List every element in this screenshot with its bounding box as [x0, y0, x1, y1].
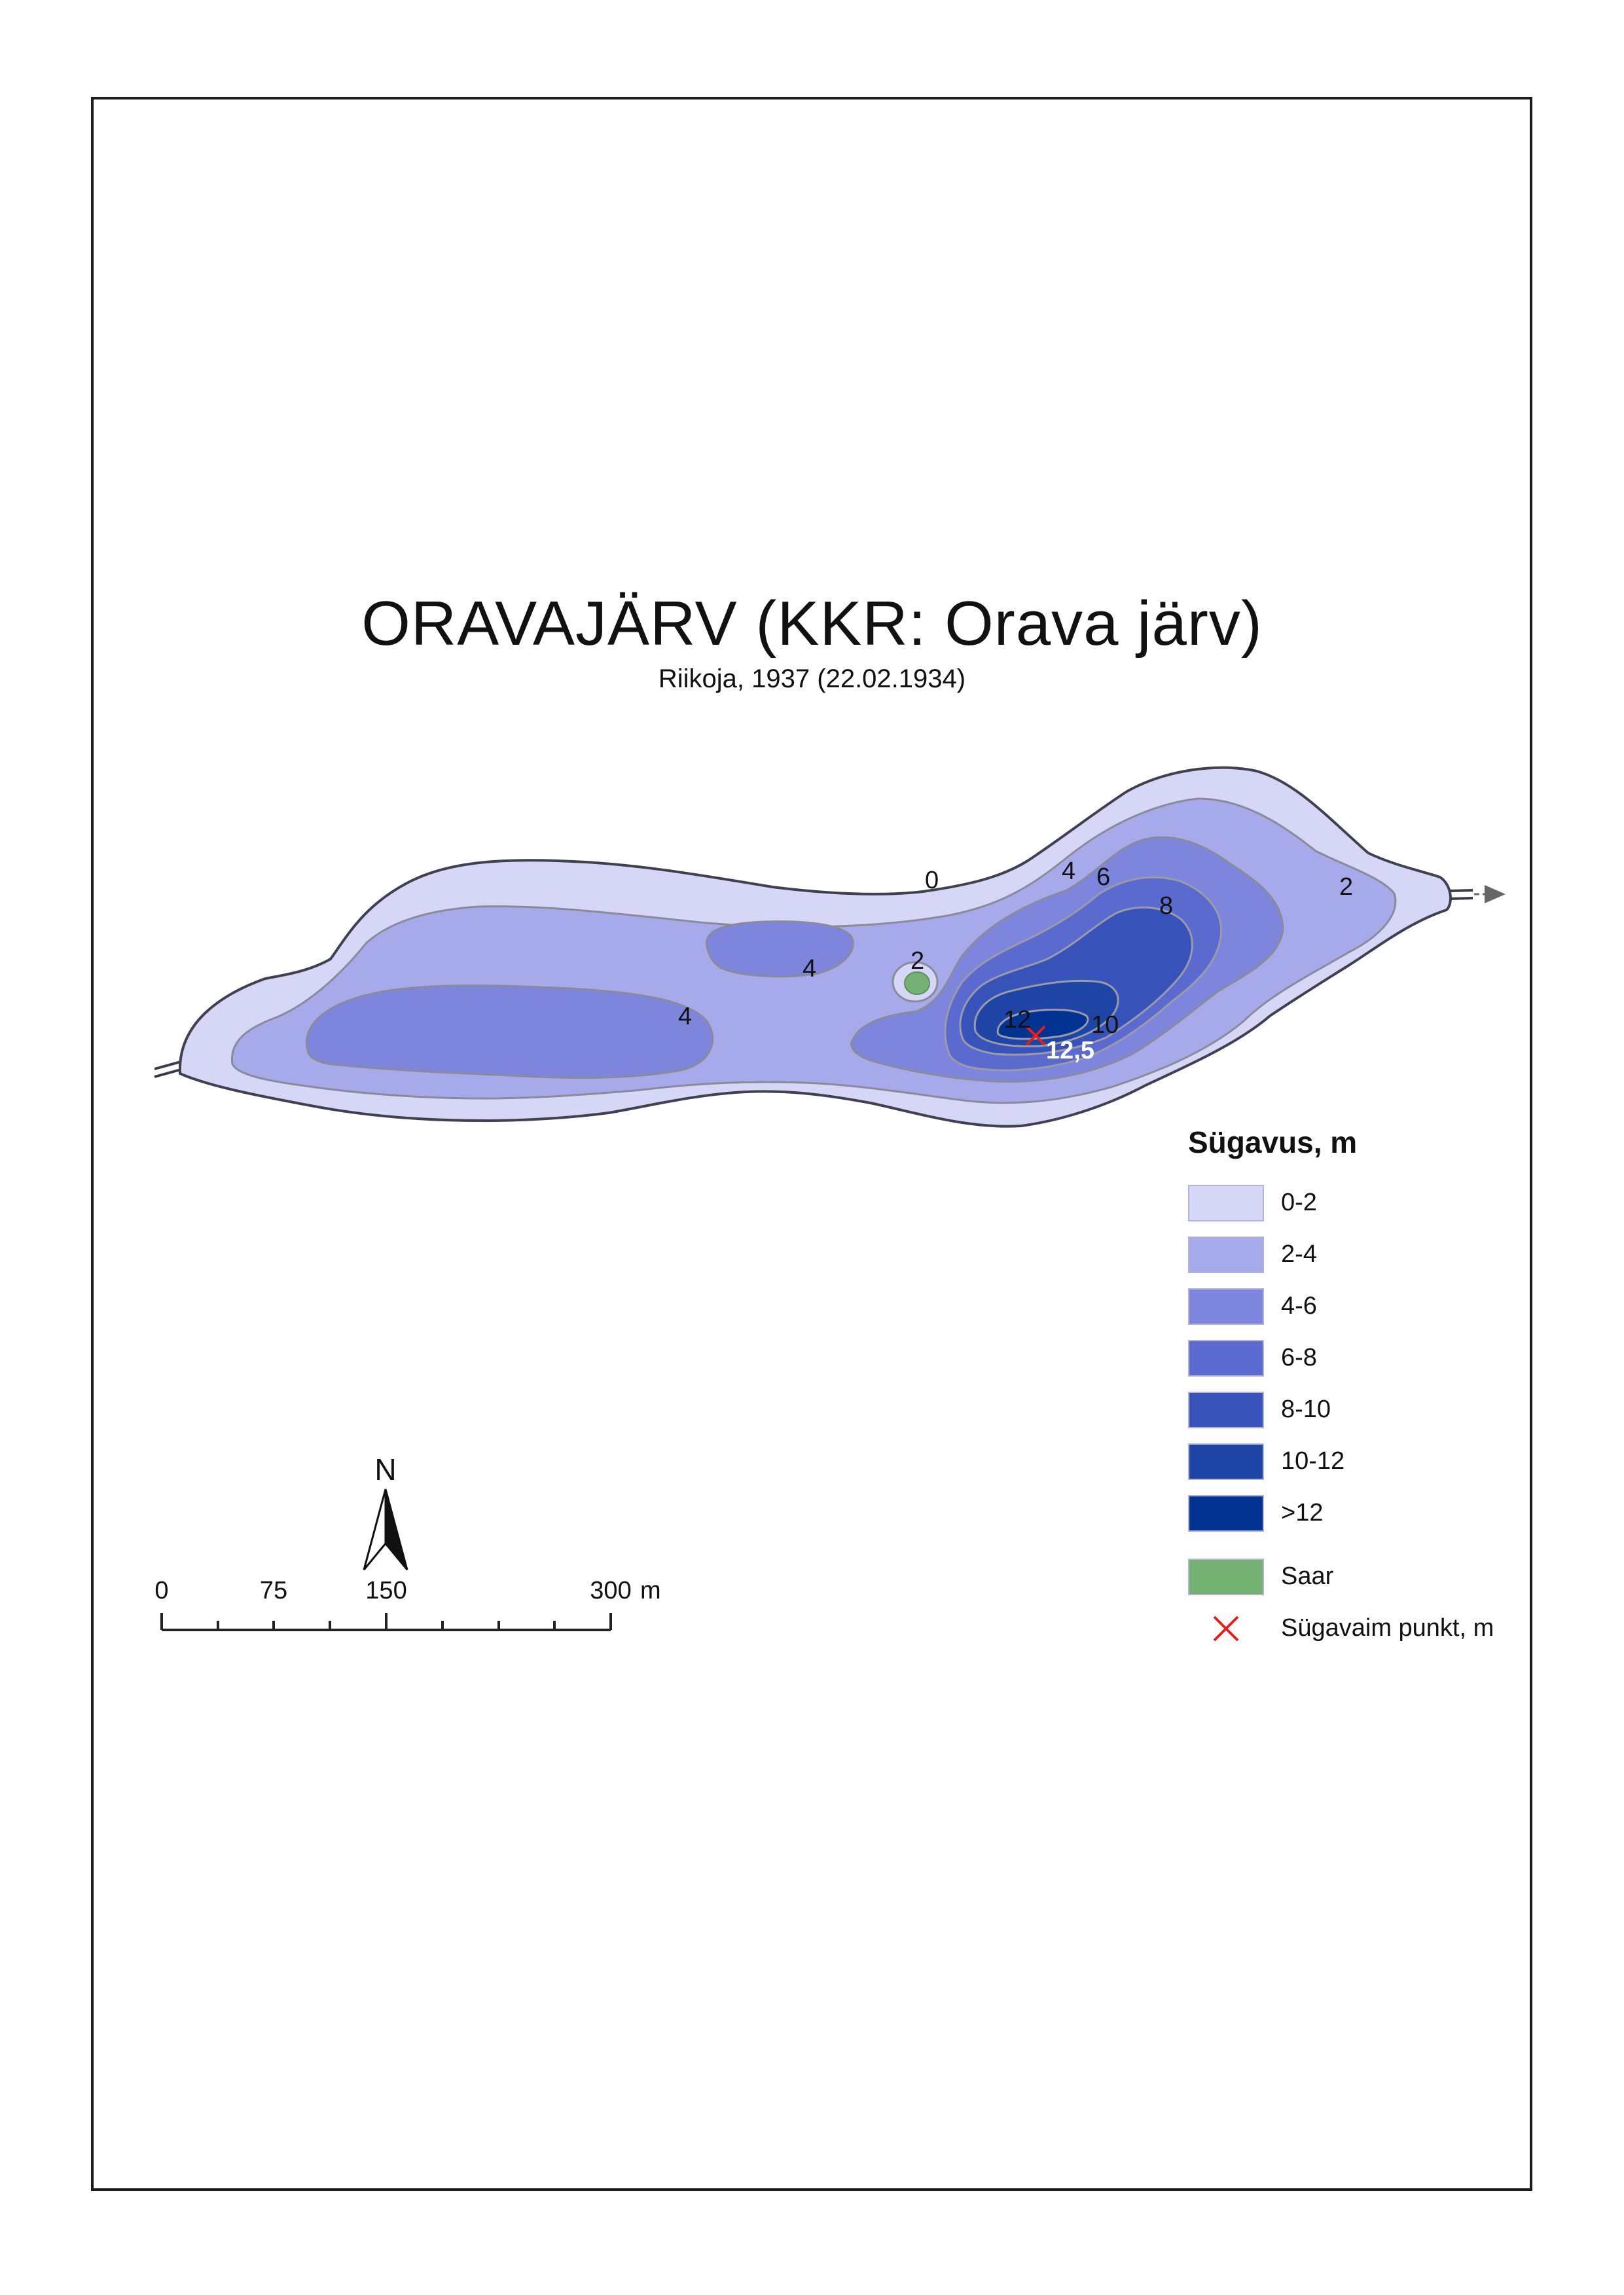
inlet-stream: [154, 1060, 181, 1078]
legend-swatch: [1188, 1236, 1264, 1273]
scale-tick-label: 150: [365, 1577, 406, 1604]
north-label: N: [374, 1453, 396, 1487]
legend-item-4-6: 4-6: [1188, 1280, 1494, 1332]
deepest-point-marker-icon: [1025, 1025, 1046, 1046]
legend-item-over-12: >12: [1188, 1487, 1494, 1539]
legend-item-6-8: 6-8: [1188, 1332, 1494, 1384]
legend-swatch: [1188, 1443, 1264, 1480]
depth-zone-over-12: [996, 1008, 1089, 1040]
legend-item-0-2: 0-2: [1188, 1177, 1494, 1229]
legend-swatch: [1188, 1184, 1264, 1221]
legend-label: 8-10: [1281, 1396, 1331, 1423]
legend-title: Sügavus, m: [1188, 1125, 1358, 1159]
legend-item-island: Saar: [1188, 1551, 1494, 1602]
legend-item-10-12: 10-12: [1188, 1436, 1494, 1487]
legend-item-deepest: Sügavaim punkt, m: [1188, 1602, 1494, 1654]
legend-label: >12: [1281, 1499, 1324, 1527]
legend-swatch: [1188, 1288, 1264, 1325]
legend-label: 10-12: [1281, 1447, 1345, 1475]
legend-label: Saar: [1281, 1563, 1334, 1590]
scale-bar: [160, 1613, 612, 1631]
legend-label: Sügavaim punkt, m: [1281, 1614, 1494, 1642]
depth-zone-4-6-west: [306, 985, 714, 1079]
legend-label: 0-2: [1281, 1189, 1317, 1216]
legend-swatch-island: [1188, 1558, 1264, 1595]
legend-item-2-4: 2-4: [1188, 1229, 1494, 1280]
depth-label: 2: [1339, 873, 1353, 901]
depth-label: 2: [911, 947, 924, 975]
legend-item-8-10: 8-10: [1188, 1384, 1494, 1436]
outlet-stream: [1449, 889, 1473, 900]
depth-label: 4: [678, 1003, 692, 1030]
scale-tick-label: 300: [590, 1577, 631, 1604]
depth-label: 8: [1159, 892, 1173, 920]
depth-label: 0: [925, 867, 939, 894]
depth-zone-4-6-mid: [706, 920, 854, 978]
depth-label: 4: [803, 955, 816, 983]
island: [904, 971, 930, 995]
scale-tick-label: 75: [260, 1577, 287, 1604]
legend-label: 2-4: [1281, 1240, 1317, 1268]
deepest-point-value: 12,5: [1046, 1037, 1094, 1064]
legend-label: 6-8: [1281, 1344, 1317, 1371]
outlet-arrow-icon: [1474, 885, 1506, 903]
legend-swatch: [1188, 1391, 1264, 1428]
legend-swatch: [1188, 1494, 1264, 1532]
north-arrow-icon: [363, 1489, 408, 1570]
scale-unit: m: [640, 1577, 661, 1604]
map-frame: [91, 97, 1532, 2191]
depth-label: 10: [1091, 1011, 1119, 1039]
scale-tick-label: 0: [154, 1577, 168, 1604]
legend-label: 4-6: [1281, 1292, 1317, 1320]
depth-label: 4: [1062, 858, 1075, 885]
legend-swatch: [1188, 1339, 1264, 1377]
deepest-point-legend-icon: [1188, 1610, 1264, 1647]
depth-label: 12: [1003, 1006, 1031, 1034]
legend: Sügavus, m 0-2 2-4 4-6 6-8 8-10 10-12 >1…: [1188, 1125, 1494, 1654]
north-arrow: N: [363, 1453, 408, 1570]
depth-label: 6: [1096, 863, 1110, 891]
map-title: ORAVAJÄRV (KKR: Orava järv): [361, 588, 1263, 659]
map-subtitle: Riikoja, 1937 (22.02.1934): [658, 664, 966, 693]
